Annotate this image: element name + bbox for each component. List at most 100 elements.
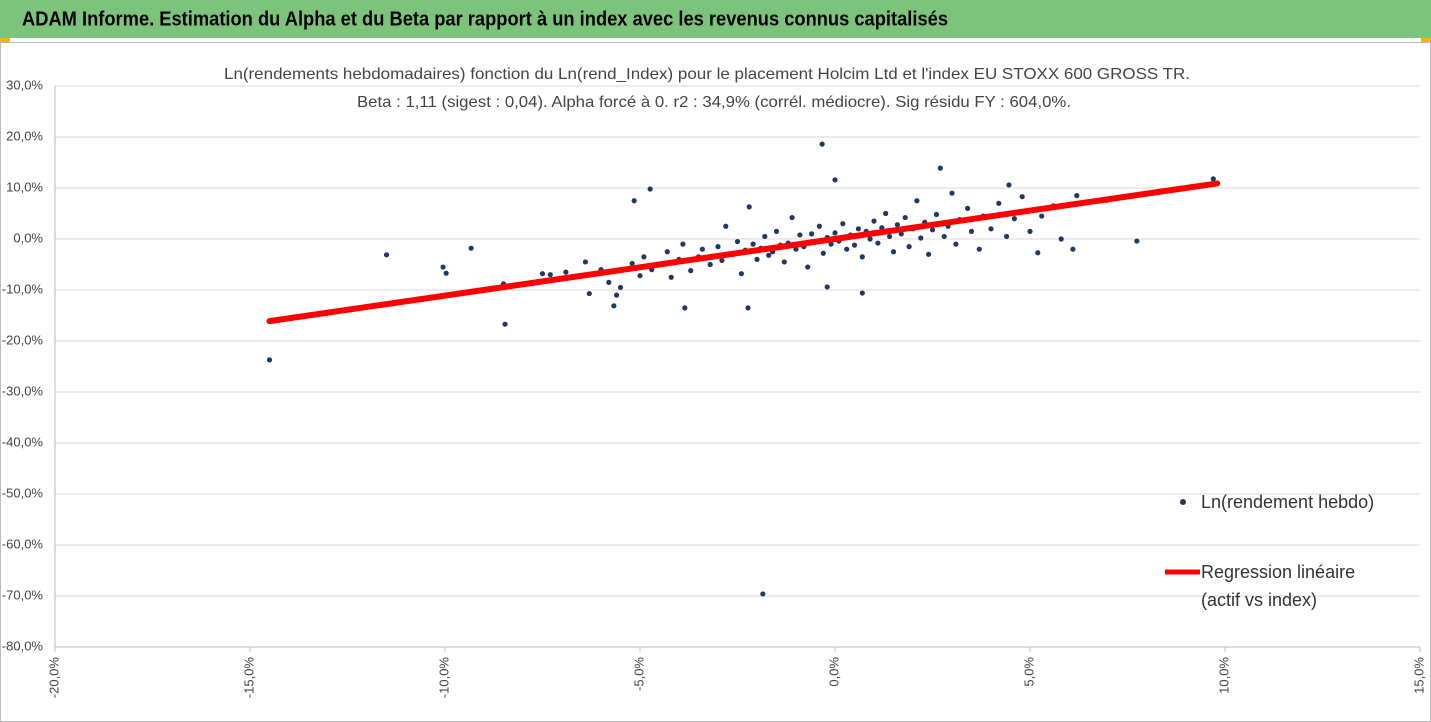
scatter-point bbox=[968, 228, 975, 234]
corner bbox=[0, 38, 10, 42]
scatter-point bbox=[773, 228, 780, 234]
scatter-point bbox=[809, 231, 815, 237]
scatter-point bbox=[440, 264, 446, 270]
scatter-point bbox=[707, 261, 713, 268]
scatter-point bbox=[1070, 246, 1076, 252]
scatter-point bbox=[1027, 228, 1033, 234]
scatter-point bbox=[840, 221, 846, 227]
chart-title: Ln(rendements hebdomadaires) fonction du… bbox=[224, 66, 1190, 83]
scatter-point bbox=[789, 214, 795, 221]
scatter-point bbox=[988, 226, 994, 232]
scatter-point bbox=[734, 238, 741, 245]
y-tick-label: -70,0% bbox=[2, 587, 44, 602]
scatter-point bbox=[816, 223, 823, 229]
scatter-point bbox=[781, 259, 787, 265]
scatter-point bbox=[647, 186, 653, 192]
scatter-point bbox=[937, 165, 943, 171]
scatter-point bbox=[918, 235, 924, 241]
scatter-point bbox=[887, 233, 893, 240]
scatter-point bbox=[606, 279, 612, 285]
scatter-point bbox=[760, 591, 766, 597]
scatter-point bbox=[902, 214, 908, 221]
scatter-point bbox=[965, 205, 971, 211]
y-tick-label: -50,0% bbox=[2, 485, 44, 500]
scatter-point bbox=[611, 303, 617, 309]
y-tick-label: -20,0% bbox=[2, 332, 44, 347]
scatter-point bbox=[898, 231, 904, 237]
scatter-point bbox=[443, 270, 449, 276]
scatter-point bbox=[547, 272, 553, 278]
x-tick-label: -10,0% bbox=[436, 657, 451, 699]
scatter-point bbox=[766, 252, 772, 258]
scatter-point bbox=[1004, 233, 1010, 240]
x-tick-label: 0,0% bbox=[826, 657, 841, 687]
scatter-point bbox=[976, 246, 982, 252]
scatter-point bbox=[266, 357, 273, 363]
scatter-point bbox=[844, 246, 850, 252]
scatter-point bbox=[996, 200, 1002, 206]
y-tick-label: 10,0% bbox=[6, 179, 43, 194]
scatter-point bbox=[617, 284, 624, 291]
scatter-point bbox=[828, 241, 834, 247]
scatter-point bbox=[699, 246, 706, 252]
scatter-point bbox=[890, 249, 897, 255]
scatter-point bbox=[859, 290, 865, 296]
scatter-point bbox=[949, 190, 955, 196]
x-tick-label: 15,0% bbox=[1411, 657, 1426, 694]
scatter-point bbox=[762, 233, 768, 240]
scatter-point bbox=[502, 321, 508, 327]
scatter-point bbox=[867, 236, 873, 242]
scatter-point bbox=[682, 305, 688, 311]
chart-border bbox=[0, 42, 1431, 722]
y-tick-label: -60,0% bbox=[2, 536, 44, 551]
scatter-point bbox=[629, 260, 635, 267]
scatter-point bbox=[883, 210, 889, 217]
scatter-point bbox=[894, 222, 901, 228]
y-tick-label: -80,0% bbox=[2, 638, 44, 653]
scatter-point bbox=[637, 273, 643, 279]
scatter-point bbox=[383, 252, 390, 258]
x-tick-label: 5,0% bbox=[1021, 657, 1036, 687]
x-tick-label: -5,0% bbox=[631, 657, 646, 691]
scatter-point bbox=[746, 204, 752, 210]
scatter-point bbox=[793, 246, 799, 252]
y-tick-label: -10,0% bbox=[2, 281, 44, 296]
scatter-point bbox=[859, 254, 865, 260]
scatter-point bbox=[926, 251, 932, 257]
scatter-point bbox=[1210, 176, 1216, 182]
y-tick-label: -30,0% bbox=[2, 383, 44, 398]
scatter-point bbox=[563, 269, 569, 275]
scatter-point bbox=[797, 232, 803, 238]
scatter-point bbox=[754, 256, 760, 262]
scatter-point bbox=[468, 245, 474, 251]
x-tick-label: -20,0% bbox=[46, 657, 61, 699]
scatter-point bbox=[1035, 250, 1041, 256]
scatter-point bbox=[906, 244, 912, 250]
legend-marker bbox=[1180, 499, 1186, 505]
y-tick-label: 30,0% bbox=[6, 77, 43, 92]
scatter-point bbox=[723, 223, 729, 229]
scatter-point bbox=[1074, 193, 1080, 199]
x-tick-label: -15,0% bbox=[241, 657, 256, 699]
y-tick-label: 0,0% bbox=[13, 230, 43, 245]
scatter-point bbox=[871, 218, 877, 224]
scatter-point bbox=[719, 257, 725, 264]
scatter-point bbox=[832, 230, 838, 236]
scatter-point bbox=[824, 284, 830, 290]
scatter-point bbox=[875, 240, 881, 246]
scatter-point bbox=[688, 268, 694, 274]
scatter-point bbox=[1011, 216, 1018, 222]
banner-title: ADAM Informe. Estimation du Alpha et du … bbox=[22, 8, 948, 30]
scatter-point bbox=[832, 177, 838, 183]
scatter-point bbox=[855, 226, 862, 232]
scatter-point bbox=[715, 244, 721, 250]
regression-line bbox=[266, 180, 1221, 325]
y-tick-label: -40,0% bbox=[2, 434, 44, 449]
scatter-point bbox=[941, 233, 947, 240]
legend-label: Ln(rendement hebdo) bbox=[1201, 492, 1375, 512]
scatter-point bbox=[953, 241, 959, 247]
scatter-point bbox=[586, 290, 592, 297]
banner bbox=[0, 0, 1431, 38]
